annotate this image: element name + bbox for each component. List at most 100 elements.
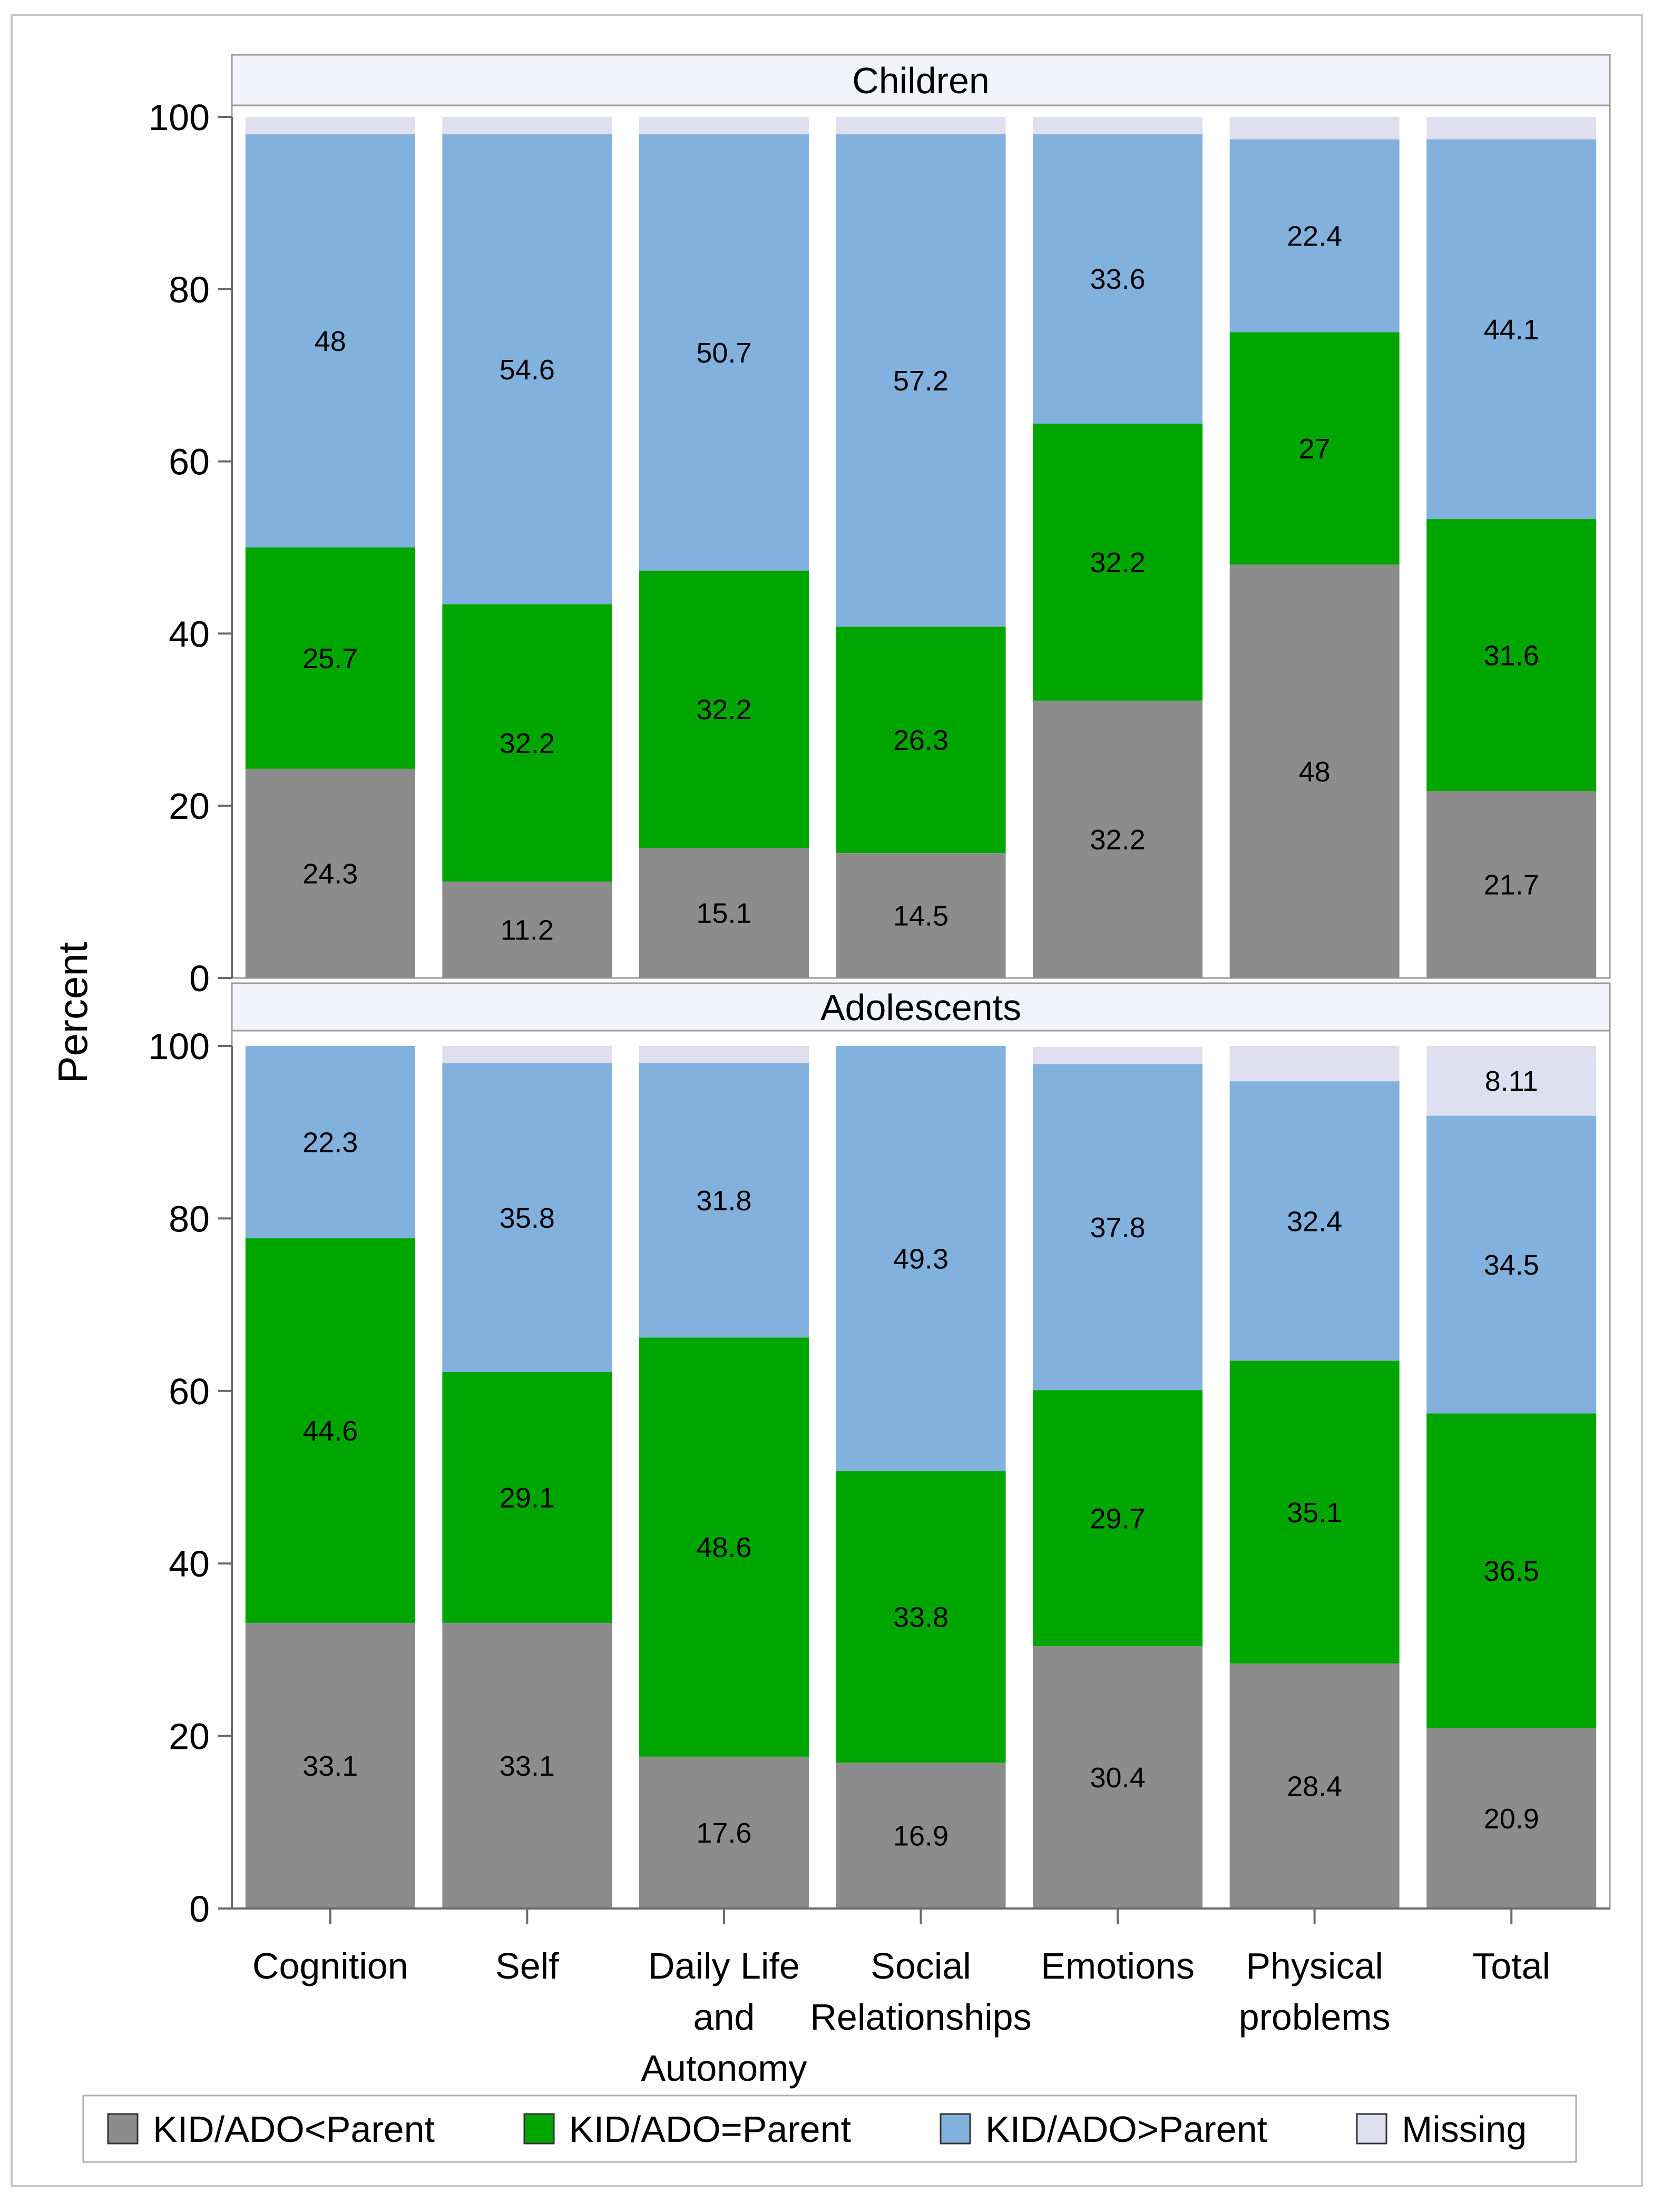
bar-segment (639, 1063, 809, 1338)
bar-segment (1426, 519, 1597, 791)
data-label: 32.2 (696, 694, 751, 726)
bar-segment (1033, 700, 1203, 978)
bar-segment (1229, 564, 1400, 978)
bar-segment (1426, 1728, 1597, 1908)
data-label: 32.2 (1090, 547, 1146, 579)
bar-segment (1426, 117, 1597, 140)
data-label: 44.6 (302, 1415, 358, 1447)
bar-segment (442, 881, 612, 978)
x-tick-label: Social (871, 1945, 971, 1986)
bar-segment (639, 1337, 809, 1757)
y-tick-label: 20 (169, 1716, 210, 1757)
x-tick-label: and (693, 1996, 755, 2038)
data-label: 20.9 (1484, 1803, 1539, 1835)
data-label: 17.6 (696, 1817, 751, 1849)
data-label: 15.1 (696, 898, 751, 929)
bar-segment (1229, 117, 1400, 140)
data-label: 26.3 (893, 725, 949, 756)
data-label: 54.6 (500, 354, 555, 386)
y-tick-label: 80 (169, 1198, 210, 1239)
bar-segment (1033, 1064, 1203, 1391)
bar-segment (245, 547, 415, 769)
x-tick-label: Cognition (252, 1945, 408, 1986)
bar-segment (1033, 1390, 1203, 1647)
y-tick-label: 40 (169, 613, 210, 654)
bar-segment (245, 1046, 415, 1239)
data-label: 29.7 (1090, 1503, 1146, 1534)
legend-label: KID/ADO>Parent (985, 2109, 1267, 2150)
data-label: 14.5 (893, 901, 949, 932)
data-label: 8.11 (1485, 1065, 1538, 1097)
data-label: 31.6 (1484, 640, 1539, 671)
data-label: 25.7 (302, 643, 358, 674)
bar-segment (245, 1238, 415, 1623)
bar-segment (245, 117, 415, 134)
bar-segment (639, 571, 809, 848)
data-label: 33.1 (500, 1750, 555, 1782)
y-tick-label: 20 (169, 786, 210, 827)
bar-segment (1229, 1663, 1400, 1908)
bar-segment (639, 1046, 809, 1063)
legend-swatch (523, 2113, 555, 2145)
bar-segment (442, 117, 612, 134)
bar-segment (442, 1623, 612, 1908)
bar-segment (1426, 139, 1597, 520)
bar-segment (1033, 1646, 1203, 1908)
legend (82, 2094, 1577, 2163)
legend-swatch (1356, 2113, 1387, 2145)
bar-segment (836, 134, 1006, 627)
outer-frame (11, 14, 1643, 2187)
x-tick-label: Autonomy (641, 2048, 807, 2089)
data-label: 33.8 (893, 1602, 949, 1633)
data-label: 34.5 (1484, 1249, 1539, 1281)
legend-swatch (107, 2113, 139, 2145)
data-label: 27 (1299, 433, 1331, 465)
bar-segment (1426, 791, 1597, 978)
data-label: 48.6 (696, 1532, 751, 1563)
data-label: 36.5 (1484, 1555, 1539, 1587)
bar-segment (1426, 1115, 1597, 1414)
bar-segment (1033, 117, 1203, 134)
bar-segment (1033, 1046, 1203, 1064)
data-label: 37.8 (1090, 1212, 1146, 1244)
x-tick-label: Total (1472, 1945, 1550, 1986)
bar-segment (245, 1623, 415, 1908)
bar-segment (1426, 1413, 1597, 1728)
data-label: 48 (315, 326, 346, 357)
bar-segment (245, 134, 415, 547)
data-label: 29.1 (500, 1482, 555, 1514)
bar-segment (1229, 332, 1400, 565)
data-label: 35.8 (500, 1202, 555, 1234)
y-tick-label: 100 (148, 1026, 210, 1067)
y-tick-label: 60 (169, 1371, 210, 1412)
x-tick-label: Self (495, 1945, 559, 1986)
bar-segment (1033, 423, 1203, 701)
data-label: 30.4 (1090, 1762, 1146, 1794)
y-tick-label: 40 (169, 1543, 210, 1584)
data-label: 48 (1299, 756, 1331, 788)
bar-segment (1229, 1081, 1400, 1361)
bar-segment (245, 768, 415, 978)
data-label: 32.4 (1287, 1206, 1342, 1237)
legend-swatch (940, 2113, 971, 2145)
legend-label: KID/ADO<Parent (153, 2109, 435, 2150)
bar-segment (442, 1046, 612, 1063)
y-tick-label: 80 (169, 269, 210, 310)
x-tick-label: problems (1239, 1996, 1391, 2038)
bar-segment (442, 1372, 612, 1623)
y-tick-label: 100 (148, 97, 210, 138)
x-tick-label: Relationships (810, 1996, 1031, 2038)
bar-segment (836, 117, 1006, 134)
y-tick-label: 60 (169, 442, 210, 483)
legend-label: KID/ADO=Parent (569, 2109, 851, 2150)
data-label: 49.3 (893, 1244, 949, 1275)
bar-segment (836, 1046, 1006, 1472)
bar-segment (836, 853, 1006, 978)
bar-segment (639, 117, 809, 134)
data-label: 35.1 (1287, 1497, 1342, 1529)
data-label: 22.4 (1287, 220, 1342, 252)
bar-segment (836, 1471, 1006, 1763)
data-label: 33.6 (1090, 263, 1146, 295)
